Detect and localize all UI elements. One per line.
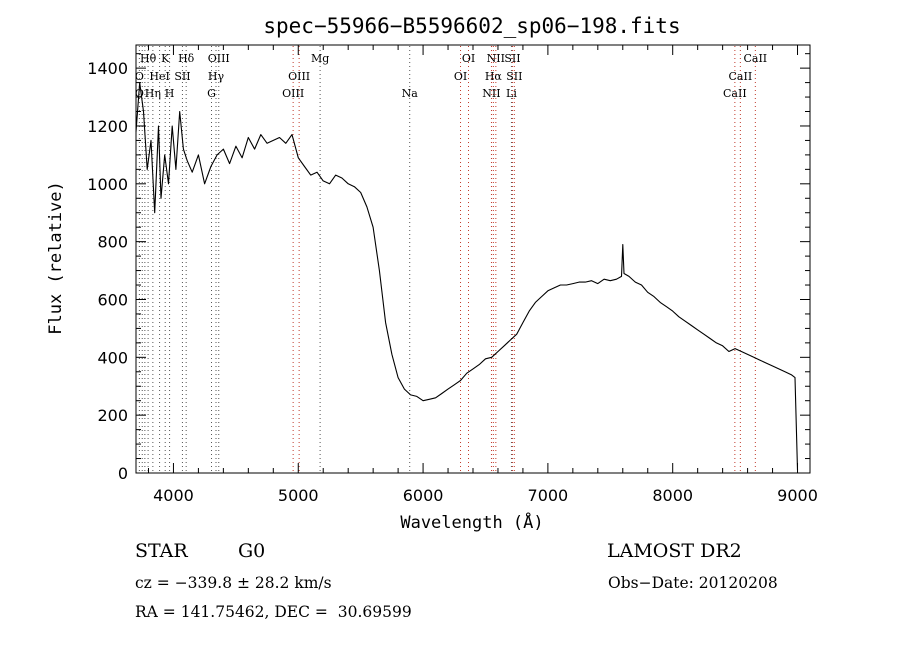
y-tick-label: 0: [118, 464, 128, 483]
y-tick-label: 400: [97, 348, 128, 367]
y-tick-label: 1000: [87, 175, 128, 194]
x-tick-label: 6000: [403, 486, 444, 505]
line-label: OIII: [288, 70, 310, 83]
redshift-text: cz = −339.8 ± 28.2 km/s: [135, 574, 332, 592]
line-label: H: [165, 87, 175, 100]
plot-frame: [135, 44, 811, 474]
line-label: SII: [504, 52, 520, 65]
line-label: Na: [402, 87, 419, 100]
x-axis-label: Wavelength (Å): [400, 511, 543, 533]
line-label: HeI: [149, 70, 169, 83]
x-tick-label: 9000: [777, 486, 818, 505]
line-label: Hθ: [140, 52, 157, 65]
line-label: O: [135, 70, 144, 83]
x-tick-label: 4000: [153, 486, 194, 505]
spectrum-line: [135, 82, 799, 471]
line-label: NII: [487, 52, 505, 65]
line-label: OI: [462, 52, 475, 65]
line-label: Hη: [145, 87, 161, 100]
line-label: OI: [454, 70, 467, 83]
coordinates: RA = 141.75462, DEC = 30.69599: [135, 603, 412, 621]
y-tick-label: 600: [97, 290, 128, 309]
line-label: Li: [506, 87, 517, 100]
line-label: CaII: [723, 87, 747, 100]
line-label: OIII: [208, 52, 230, 65]
y-tick-label: 200: [97, 406, 128, 425]
line-label: NII: [482, 87, 500, 100]
obs-date: Obs−Date: 20120208: [608, 574, 778, 592]
axes: 4000 5000 6000 7000 8000 9000 0 200 400 600 800 100…: [87, 44, 818, 505]
line-label: SII: [506, 70, 522, 83]
line-label: SII: [174, 70, 190, 83]
y-tick-label: 1200: [87, 117, 128, 136]
line-label: Hα: [485, 70, 503, 83]
line-label: CaII: [743, 52, 767, 65]
survey-name: LAMOST DR2: [607, 540, 742, 562]
line-label: Mg: [311, 52, 329, 65]
y-tick-label: 800: [97, 233, 128, 252]
y-axis-label: Flux (relative): [46, 181, 66, 335]
line-label: OIII: [282, 87, 304, 100]
line-label: CaII: [729, 70, 753, 83]
line-label: K: [161, 52, 170, 65]
object-class: STAR: [135, 540, 188, 562]
x-tick-label: 8000: [652, 486, 693, 505]
x-tick-label: 7000: [528, 486, 569, 505]
line-label: Hγ: [208, 70, 225, 83]
line-label: G: [207, 87, 216, 100]
line-markers: [138, 46, 756, 472]
object-subclass: G0: [238, 540, 266, 562]
line-label: Hδ: [178, 52, 195, 65]
x-tick-label: 5000: [278, 486, 319, 505]
y-tick-label: 1400: [87, 59, 128, 78]
chart-title: spec−55966−B5596602_sp06−198.fits: [263, 14, 680, 38]
spectrum-series: [135, 82, 799, 471]
